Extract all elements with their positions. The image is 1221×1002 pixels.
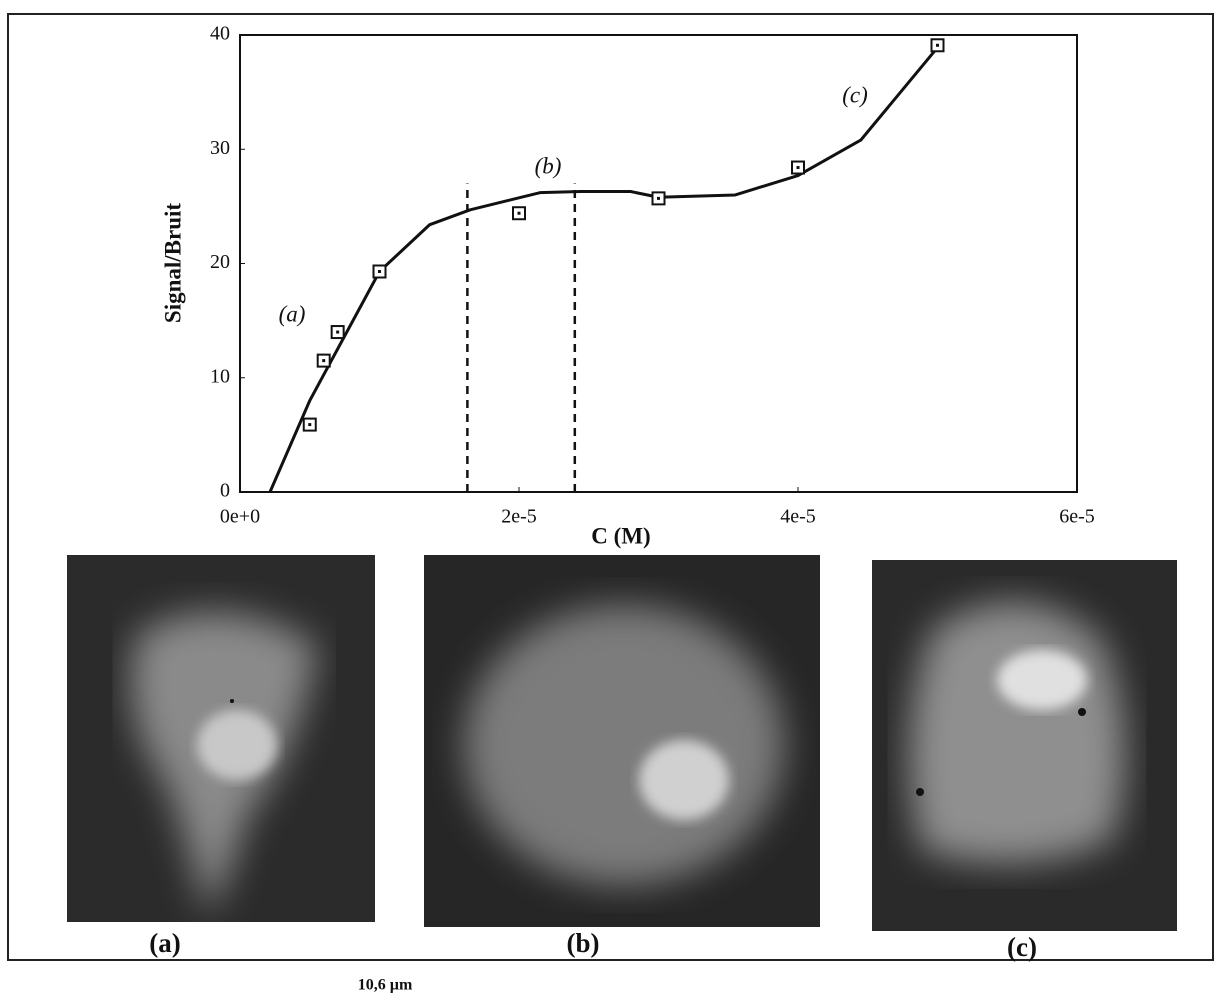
point-dot <box>322 359 326 363</box>
data-point <box>791 160 805 175</box>
point-dot <box>796 166 800 170</box>
y-tick-label: 0 <box>220 480 230 502</box>
y-tick-label: 20 <box>210 251 230 273</box>
scale-label: 10,6 µm <box>358 977 413 994</box>
data-point <box>651 191 666 206</box>
x-axis-label: C (M) <box>591 523 650 548</box>
x-tick-label: 0e+0 <box>220 506 260 528</box>
point-dot <box>936 43 939 47</box>
panel-label: (b) <box>567 928 600 958</box>
data-point <box>316 353 331 368</box>
point-dot <box>657 196 660 200</box>
micrograph-a <box>67 555 375 922</box>
data-point <box>372 264 387 279</box>
data-point <box>512 206 526 221</box>
plot-frame <box>239 34 1078 493</box>
y-tick-label: 40 <box>210 23 230 45</box>
x-tick-label: 2e-5 <box>501 506 537 528</box>
x-tick-label: 6e-5 <box>1059 506 1095 528</box>
y-tick-label: 30 <box>210 137 230 159</box>
x-tick-label: 4e-5 <box>780 506 816 528</box>
data-point <box>930 38 945 53</box>
region-annotation: (c) <box>842 82 868 107</box>
figure-frame <box>7 13 1214 961</box>
micrograph-c <box>872 560 1177 931</box>
y-tick-label: 10 <box>210 365 230 387</box>
point-dot <box>517 211 521 215</box>
panel-label: (a) <box>149 928 180 958</box>
point-dot <box>308 423 312 427</box>
y-axis-label: Signal/Bruit <box>160 203 185 323</box>
point-dot <box>336 330 340 334</box>
data-point <box>330 325 345 340</box>
point-dot <box>378 269 381 273</box>
micrograph-b <box>424 555 820 927</box>
panel-label: (c) <box>1007 932 1037 962</box>
fit-curve <box>268 46 939 493</box>
data-point <box>302 417 317 432</box>
region-annotation: (a) <box>279 301 306 326</box>
region-annotation: (b) <box>535 153 562 178</box>
